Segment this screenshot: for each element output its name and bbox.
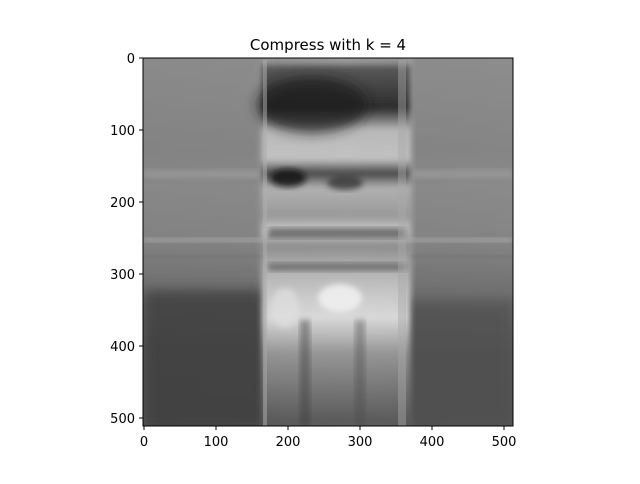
x-tick-label: 400 bbox=[420, 435, 445, 450]
y-tick-label: 300 bbox=[110, 268, 135, 283]
y-tick-label: 200 bbox=[110, 196, 135, 211]
figure-title: Compress with k = 4 bbox=[250, 36, 406, 54]
x-axis: 0 100 200 300 400 500 bbox=[140, 426, 517, 450]
x-tick-label: 0 bbox=[140, 435, 148, 450]
x-tick-label: 300 bbox=[348, 435, 373, 450]
y-tick-label: 400 bbox=[110, 340, 135, 355]
y-tick-label: 500 bbox=[110, 412, 135, 427]
x-tick-label: 100 bbox=[204, 435, 229, 450]
y-tick-label: 0 bbox=[127, 52, 135, 67]
y-tick-label: 100 bbox=[110, 124, 135, 139]
compressed-image bbox=[143, 58, 513, 426]
y-axis: 0 100 200 300 400 500 bbox=[110, 52, 143, 427]
x-tick-label: 200 bbox=[276, 435, 301, 450]
axes-frame bbox=[142, 57, 514, 427]
x-tick-label: 500 bbox=[492, 435, 517, 450]
